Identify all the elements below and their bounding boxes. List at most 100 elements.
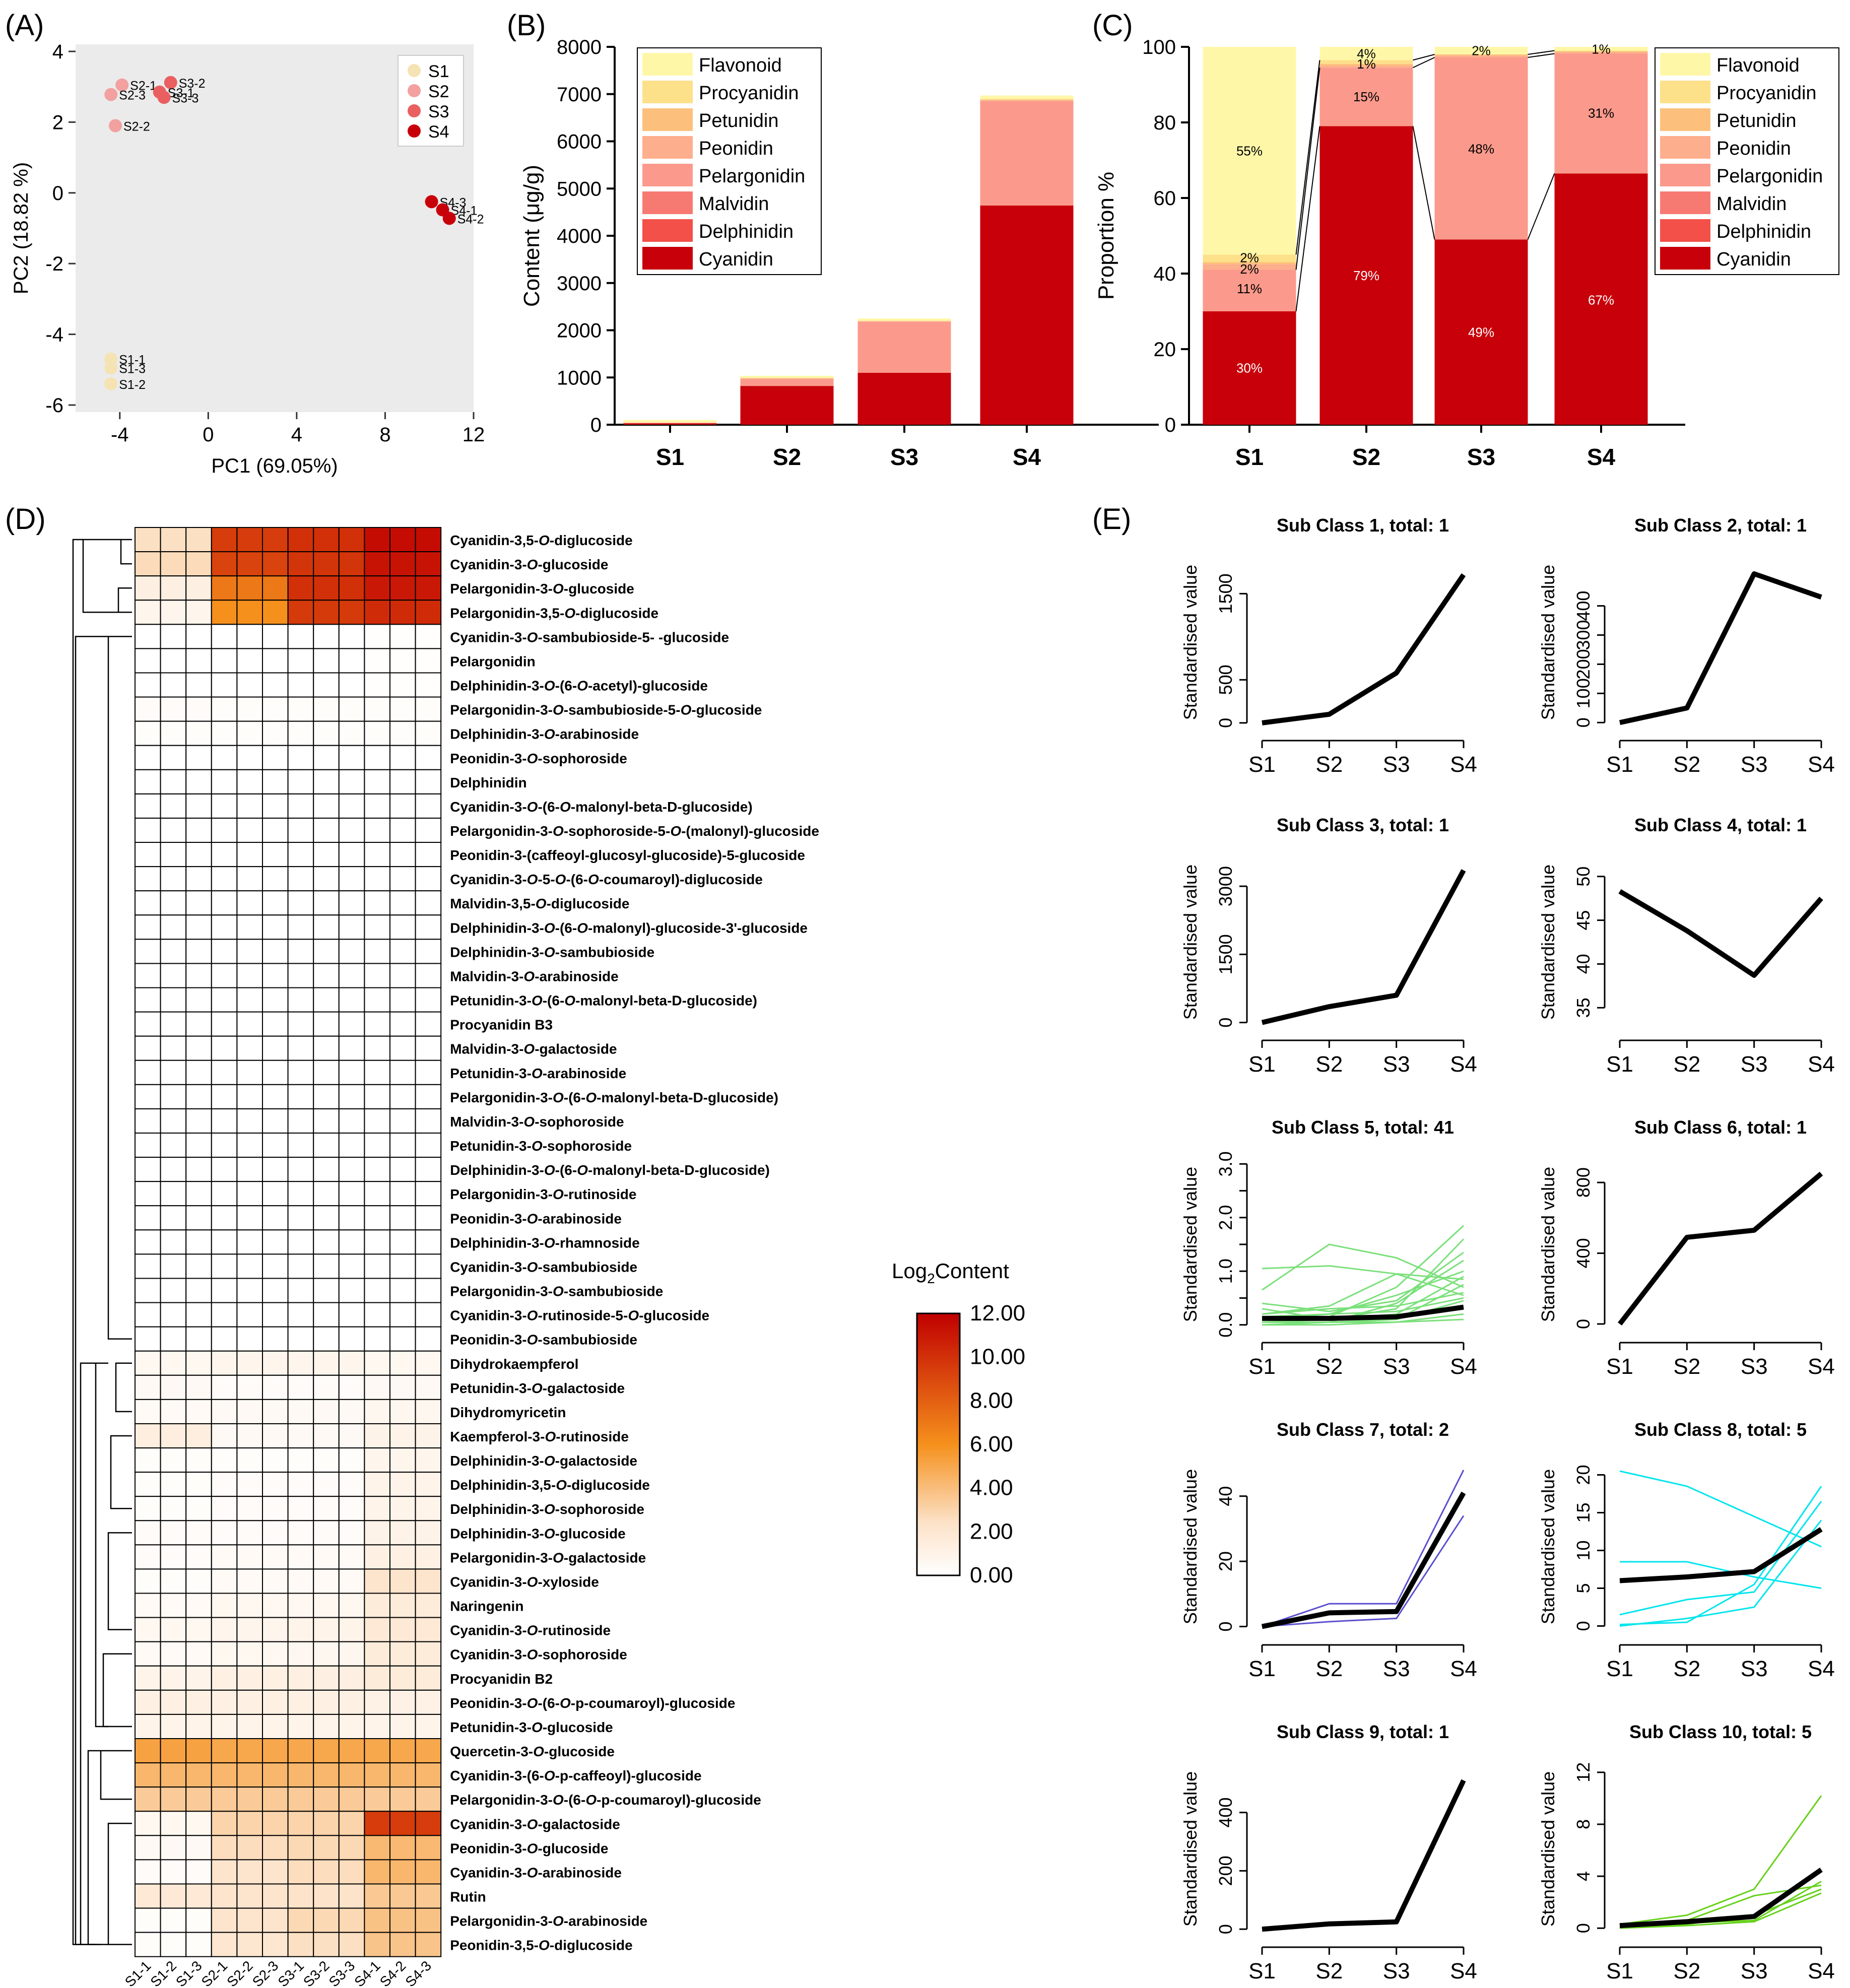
row-label: Cyanidin-3-O-sophoroside xyxy=(450,1647,627,1663)
y-tick-label: 400 xyxy=(1573,591,1594,621)
scale-tick-label: 8.00 xyxy=(970,1388,1013,1413)
heatmap-cell xyxy=(338,672,365,698)
heatmap-cell xyxy=(211,963,238,988)
heatmap-cell xyxy=(185,1253,212,1279)
heatmap-cell xyxy=(185,1157,212,1182)
x-tick-label: S4 xyxy=(1808,752,1835,777)
heatmap-cell xyxy=(415,1253,442,1279)
data-label: 49% xyxy=(1468,324,1494,340)
heatmap-cell xyxy=(338,1133,365,1158)
heatmap-cell xyxy=(160,1544,187,1570)
heatmap-cell xyxy=(313,817,340,843)
heatmap-cell xyxy=(135,696,161,722)
heatmap-cell xyxy=(236,1689,263,1715)
heatmap-cell xyxy=(287,1883,314,1909)
legend-label: Flavonoid xyxy=(1716,55,1800,76)
heatmap-cell xyxy=(262,1423,289,1449)
heatmap-cell xyxy=(236,1011,263,1037)
heatmap-cell xyxy=(313,600,340,625)
heatmap-cell xyxy=(236,1713,263,1739)
heatmap-cell xyxy=(364,914,391,940)
heatmap-cell xyxy=(135,1278,161,1303)
bar-segment-procyanidin xyxy=(857,320,951,321)
x-tick-label: S3 xyxy=(1741,1656,1768,1681)
heatmap-cell xyxy=(160,648,187,674)
heatmap-cell xyxy=(160,1399,187,1424)
row-label: Delphinidin-3-O-sophoroside xyxy=(450,1501,644,1517)
subplot: Sub Class 1, total: 1 0 500 1500 S1 S2 S3 S4 Sta… xyxy=(1180,515,1477,777)
heatmap-cell xyxy=(338,939,365,964)
y-tick-label: 35 xyxy=(1573,998,1594,1018)
mean-line xyxy=(1619,1868,1823,1929)
heatmap-cell xyxy=(415,793,442,819)
heatmap-cell xyxy=(135,1108,161,1134)
row-label: Naringenin xyxy=(450,1599,523,1614)
heatmap-cell xyxy=(185,1496,212,1521)
heatmap-cell xyxy=(211,1278,238,1303)
heatmap-cell xyxy=(389,720,416,746)
heatmap-cell xyxy=(415,1302,442,1328)
x-tick-label: S3 xyxy=(1741,752,1768,777)
legend-label: Delphinidin xyxy=(1716,221,1811,242)
y-axis-label: Standardised value xyxy=(1538,1469,1558,1624)
heatmap-cell xyxy=(338,745,365,770)
heatmap-cell xyxy=(338,1520,365,1546)
heatmap-cell xyxy=(185,1229,212,1255)
y-tick-label: 0 xyxy=(1215,1018,1236,1028)
heatmap-cell xyxy=(236,1665,263,1691)
heatmap-cell xyxy=(415,1399,442,1424)
heatmap-cell xyxy=(135,1350,161,1376)
x-tick-label: S2 xyxy=(1315,1354,1343,1379)
x-axis-label: PC1 (69.05%) xyxy=(211,455,338,477)
heatmap-cell xyxy=(236,720,263,746)
dendrogram-link xyxy=(100,1750,132,1800)
heatmap-cell xyxy=(262,1762,289,1788)
heatmap-cell xyxy=(185,939,212,964)
heatmap-cell xyxy=(236,1786,263,1812)
y-tick-label: 800 xyxy=(1573,1167,1594,1198)
heatmap-cell xyxy=(415,745,442,770)
heatmap-cell xyxy=(211,769,238,794)
data-label: 4% xyxy=(1357,46,1376,61)
heatmap-cell xyxy=(185,1423,212,1449)
heatmap-cell xyxy=(160,720,187,746)
heatmap-cell xyxy=(338,1544,365,1570)
heatmap-cell xyxy=(262,720,289,746)
connector-line xyxy=(1413,57,1435,69)
heatmap-cell xyxy=(313,1859,340,1885)
heatmap-cell xyxy=(160,1205,187,1231)
x-tick-label: S2 xyxy=(1315,1052,1343,1077)
heatmap-cell xyxy=(211,939,238,964)
member-line xyxy=(1619,1501,1822,1616)
heatmap-cell xyxy=(313,963,340,988)
heatmap-cell xyxy=(236,1932,263,1957)
heatmap-cell xyxy=(389,1108,416,1134)
mean-line xyxy=(1261,869,1466,1025)
heatmap-cell xyxy=(389,1859,416,1885)
heatmap-cell xyxy=(135,1617,161,1642)
heatmap-cell xyxy=(415,914,442,940)
heatmap-cell xyxy=(313,1593,340,1618)
heatmap-cell xyxy=(338,1157,365,1182)
heatmap-cell xyxy=(211,1859,238,1885)
heatmap-cell xyxy=(415,720,442,746)
heatmap-cell xyxy=(236,1447,263,1473)
heatmap-cell xyxy=(338,890,365,916)
heatmap-cell xyxy=(160,1423,187,1449)
heatmap-cell xyxy=(287,1713,314,1739)
heatmap-cell xyxy=(364,1859,391,1885)
heatmap-cell xyxy=(389,1932,416,1957)
heatmap-cell xyxy=(313,1229,340,1255)
heatmap-cell xyxy=(160,1374,187,1400)
row-label: Delphinidin-3-O-arabinoside xyxy=(450,726,639,742)
heatmap-cell xyxy=(185,1762,212,1788)
legend-swatch xyxy=(642,164,693,186)
column-label: S3-2 xyxy=(300,1958,333,1988)
mean-line xyxy=(1262,573,1466,725)
bar-segment-pelargonidin xyxy=(1203,270,1296,311)
heatmap-cell xyxy=(338,987,365,1013)
heatmap-cell xyxy=(364,745,391,770)
heatmap-cell xyxy=(338,1496,365,1521)
heatmap-cell xyxy=(185,1326,212,1352)
data-label: 67% xyxy=(1588,293,1614,308)
